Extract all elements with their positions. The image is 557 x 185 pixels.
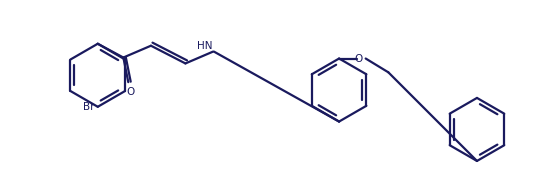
Text: O: O — [126, 87, 134, 97]
Text: Br: Br — [84, 102, 95, 112]
Text: O: O — [355, 53, 363, 63]
Text: HN: HN — [197, 41, 212, 51]
